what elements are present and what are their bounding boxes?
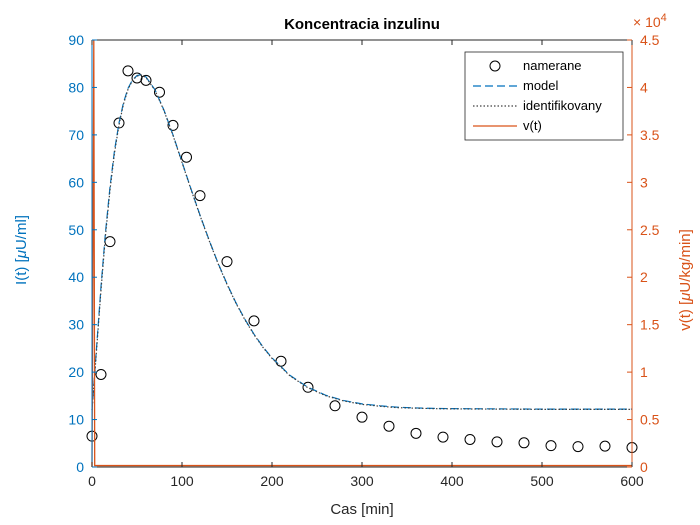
x-tick-label: 600 bbox=[620, 473, 644, 489]
y-left-tick-label: 30 bbox=[68, 317, 84, 333]
y-axis-right-exponent-power: 4 bbox=[661, 12, 667, 24]
series-namerane-point bbox=[437, 431, 449, 443]
y-right-tick-label: 1.5 bbox=[640, 317, 660, 333]
legend: namerane model identifikovany v(t) bbox=[464, 51, 624, 141]
series-namerane-point bbox=[181, 151, 192, 163]
y-axis-left-label-mu: μ bbox=[13, 250, 30, 259]
y-right-tick-label: 0.5 bbox=[640, 412, 660, 428]
series-namerane-point bbox=[572, 441, 584, 453]
legend-marker-namerane bbox=[489, 60, 501, 72]
y-left-tick-label: 20 bbox=[68, 364, 84, 380]
x-axis-label: Cas [min] bbox=[330, 501, 393, 518]
series-namerane-point bbox=[167, 119, 179, 131]
series-namerane-point bbox=[122, 65, 134, 77]
series-namerane-point bbox=[140, 74, 152, 86]
series-v-t-line bbox=[91, 39, 632, 468]
series-namerane-point bbox=[464, 433, 476, 445]
ticks-layer: 0 100 200 300 400 500 600010203040506070809000… bbox=[68, 32, 659, 489]
series-namerane-point bbox=[383, 420, 395, 432]
y-left-tick-label: 40 bbox=[68, 269, 84, 285]
y-right-tick-label: 2.5 bbox=[640, 222, 660, 238]
x-tick-label: 300 bbox=[350, 473, 374, 489]
y-axis-left-label-suffix: U/ml] bbox=[13, 215, 30, 250]
y-right-tick-label: 4 bbox=[640, 79, 648, 95]
y-axis-right-exponent: × 104 bbox=[633, 12, 667, 30]
x-tick-label: 400 bbox=[440, 473, 464, 489]
series-namerane-point bbox=[329, 400, 341, 412]
x-tick-label: 500 bbox=[530, 473, 554, 489]
y-left-tick-label: 70 bbox=[68, 127, 84, 143]
series-namerane-point bbox=[248, 315, 260, 327]
legend-label: namerane bbox=[523, 58, 582, 73]
chart-title: Koncentracia inzulinu bbox=[284, 16, 440, 33]
series-namerane-point bbox=[545, 440, 557, 452]
y-right-tick-label: 2 bbox=[640, 269, 648, 285]
y-axis-right-label-prefix: v(t) [ bbox=[677, 300, 694, 331]
series-namerane-point bbox=[302, 381, 314, 393]
x-tick-label: 200 bbox=[260, 473, 284, 489]
y-left-tick-label: 0 bbox=[76, 459, 84, 475]
y-axis-right-label-suffix: U/kg/min] bbox=[677, 229, 694, 292]
y-right-tick-label: 0 bbox=[640, 459, 648, 475]
y-axis-left-label: I(t) [μU/ml] bbox=[13, 215, 30, 285]
series-namerane-point bbox=[113, 117, 125, 129]
legend-label: v(t) bbox=[523, 118, 542, 133]
y-left-tick-label: 10 bbox=[68, 412, 84, 428]
y-axis-right-exponent-base: × 10 bbox=[633, 14, 661, 30]
y-right-tick-label: 3 bbox=[640, 174, 648, 190]
x-tick-label: 0 bbox=[88, 473, 96, 489]
x-tick-label: 100 bbox=[170, 473, 194, 489]
y-right-tick-label: 3.5 bbox=[640, 127, 660, 143]
series-namerane-point bbox=[410, 427, 422, 439]
legend-box bbox=[464, 51, 624, 141]
y-right-tick-label: 1 bbox=[640, 364, 648, 380]
legend-label: model bbox=[523, 78, 559, 93]
series-namerane-point bbox=[194, 190, 206, 202]
series-layer bbox=[86, 39, 638, 468]
y-axis-right-label-mu: μ bbox=[677, 293, 694, 302]
y-right-tick-label: 4.5 bbox=[640, 32, 660, 48]
series-namerane-point bbox=[95, 368, 107, 380]
series-namerane-point bbox=[518, 437, 530, 449]
series-namerane-point bbox=[221, 256, 233, 268]
y-left-tick-label: 90 bbox=[68, 32, 84, 48]
y-left-tick-label: 50 bbox=[68, 222, 84, 238]
y-left-tick-label: 60 bbox=[68, 174, 84, 190]
series-namerane-point bbox=[599, 440, 611, 452]
y-axis-right-label: v(t) [μU/kg/min] bbox=[677, 229, 694, 331]
series-namerane-point bbox=[491, 436, 503, 448]
legend-label: identifikovany bbox=[523, 98, 602, 113]
series-namerane-point bbox=[356, 411, 368, 423]
y-left-tick-label: 80 bbox=[68, 79, 84, 95]
series-namerane-point bbox=[154, 86, 165, 98]
y-axis-left-label-prefix: I(t) [ bbox=[13, 257, 30, 284]
